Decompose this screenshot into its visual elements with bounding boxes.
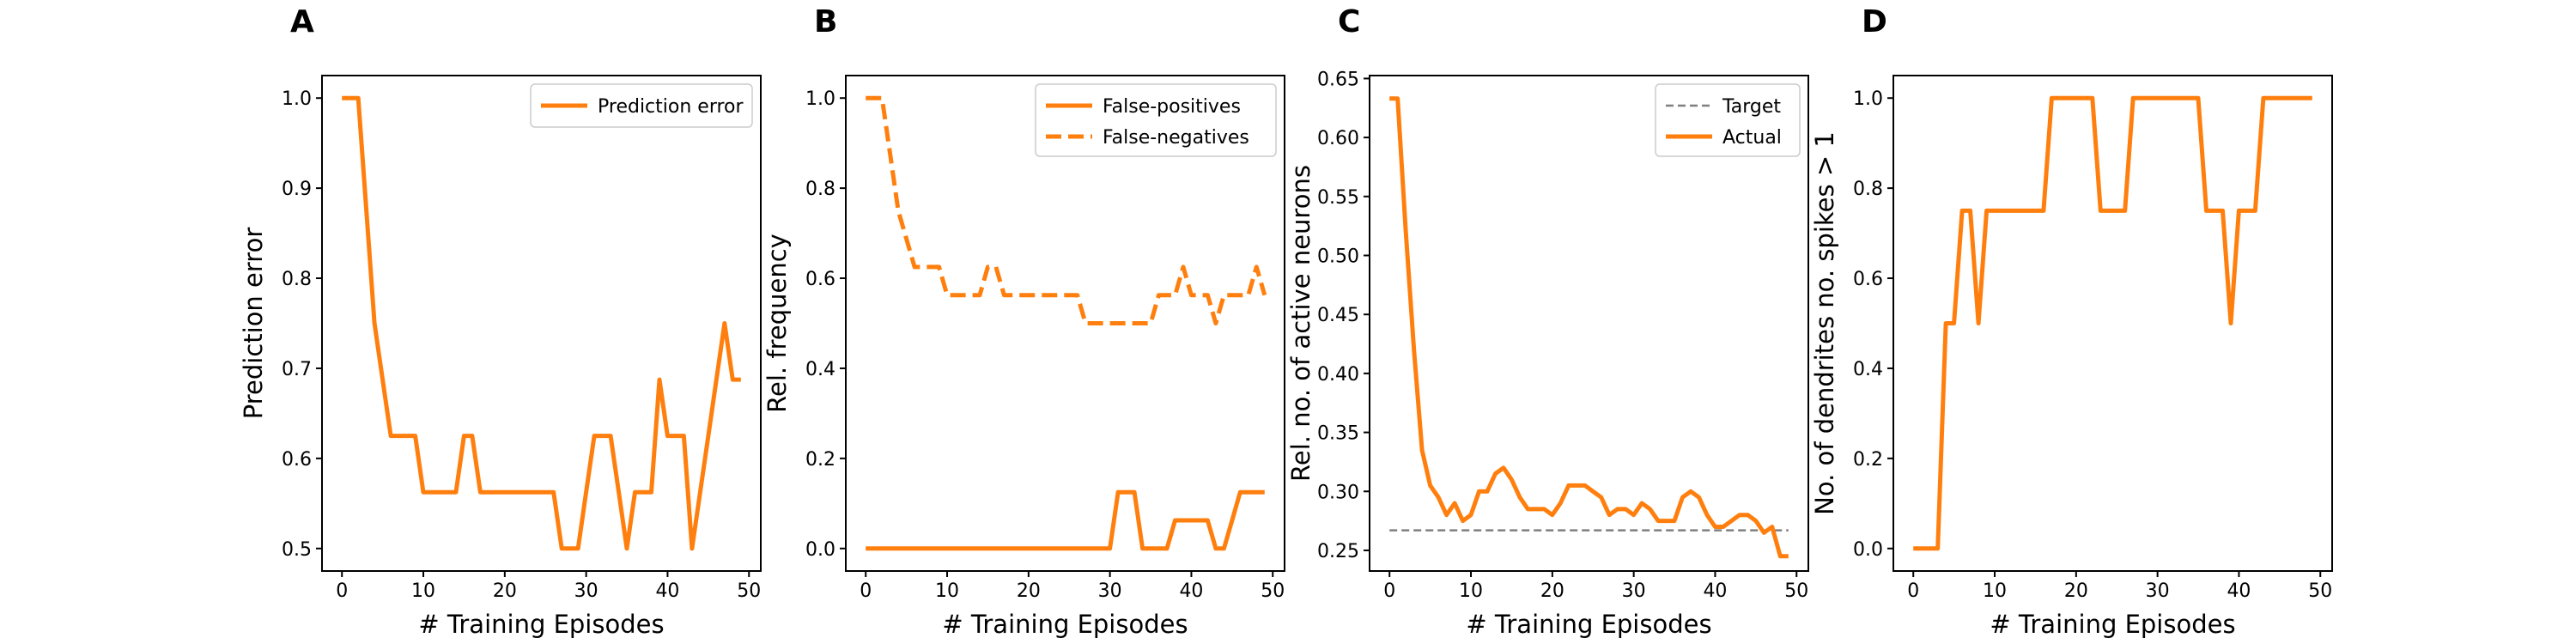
legend: False-positives False-negatives — [1035, 83, 1277, 157]
panel-b: B 0 10 20 30 40 50 0.0 0.2 0.4 0.6 0.8 1.0 # Trainin… — [762, 4, 1285, 639]
panel-letter: A — [290, 4, 314, 39]
panel-a: A 0 10 20 30 40 50 0.5 0.6 0.7 0.8 0.9 1.0 # Trainin… — [239, 4, 762, 639]
y-tick-label: 0.8 — [1853, 179, 1883, 200]
x-tick-label: 40 — [1703, 580, 1727, 602]
legend-label: Prediction error — [598, 96, 744, 118]
x-tick-label: 30 — [574, 580, 598, 602]
x-tick-label: 50 — [2308, 580, 2332, 602]
x-tick-label: 30 — [1098, 580, 1122, 602]
panel-c: C 0 10 20 30 40 50 0.25 0.30 0.35 0.40 0.45 0.50 0.5… — [1286, 4, 1809, 639]
y-tick-label: 0.65 — [1317, 69, 1359, 90]
y-tick-label: 1.0 — [282, 88, 312, 110]
x-axis-label: # Training Episodes — [1990, 610, 2235, 639]
x-tick-label: 0 — [1907, 580, 1919, 602]
x-tick-label: 10 — [1983, 580, 2007, 602]
legend-frame — [530, 83, 753, 128]
legend: Prediction error — [530, 83, 753, 128]
y-tick-label: 0.40 — [1317, 364, 1359, 386]
x-tick-label: 20 — [493, 580, 517, 602]
y-tick-label: 0.35 — [1317, 423, 1359, 445]
y-tick-label: 0.6 — [1853, 269, 1883, 290]
legend-frame — [1035, 83, 1277, 157]
y-tick-label: 0.6 — [805, 269, 835, 290]
x-tick-label: 40 — [655, 580, 679, 602]
x-tick-label: 50 — [1784, 580, 1808, 602]
y-tick-label: 1.0 — [805, 88, 835, 110]
y-tick-label: 0.4 — [1853, 359, 1883, 380]
plot-frame — [845, 75, 1285, 572]
y-tick-label: 0.6 — [282, 449, 312, 471]
x-tick-label: 10 — [1459, 580, 1483, 602]
y-axis-label: Rel. frequency — [762, 234, 792, 413]
x-tick-label: 10 — [411, 580, 435, 602]
series-line-false-negatives — [866, 95, 1267, 325]
x-tick-label: 0 — [336, 580, 348, 602]
x-tick-label: 40 — [2227, 580, 2251, 602]
y-tick-label: 0.50 — [1317, 246, 1359, 268]
plot-frame — [1893, 75, 2333, 572]
x-tick-label: 30 — [2146, 580, 2170, 602]
series-line-prediction-error — [342, 95, 741, 551]
y-tick-label: 0.60 — [1317, 128, 1359, 149]
y-tick-label: 1.0 — [1853, 88, 1883, 110]
panel-letter: B — [814, 4, 837, 39]
x-tick-label: 40 — [1179, 580, 1203, 602]
legend-label: Target — [1722, 96, 1781, 118]
plot-frame — [1369, 75, 1809, 572]
x-tick-label: 0 — [860, 580, 872, 602]
y-tick-label: 0.2 — [805, 449, 835, 471]
y-axis-label: No. of dendrites no. spikes > 1 — [1810, 131, 1839, 515]
x-axis-label: # Training Episodes — [1466, 610, 1711, 639]
plot-frame — [321, 75, 762, 572]
y-tick-label: 0.55 — [1317, 187, 1359, 209]
series-line — [1913, 95, 2312, 551]
y-tick-label: 0.5 — [282, 539, 312, 561]
y-tick-label: 0.7 — [282, 359, 312, 380]
legend-label: Actual — [1722, 127, 1782, 149]
y-tick-label: 0.30 — [1317, 482, 1359, 503]
y-axis-label: Rel. no. of active neurons — [1286, 165, 1315, 482]
y-axis-label: Prediction error — [239, 228, 268, 420]
legend-label: False-negatives — [1103, 127, 1249, 149]
x-tick-label: 50 — [737, 580, 761, 602]
y-tick-label: 0.0 — [1853, 539, 1883, 561]
y-tick-label: 0.9 — [282, 179, 312, 200]
series-line-false-positives — [866, 489, 1265, 551]
x-tick-label: 0 — [1383, 580, 1395, 602]
series-line-actual — [1389, 96, 1789, 559]
legend: Target Actual — [1655, 83, 1801, 157]
legend-label: False-positives — [1103, 96, 1241, 118]
x-tick-label: 10 — [935, 580, 959, 602]
x-tick-label: 30 — [1622, 580, 1646, 602]
x-tick-label: 20 — [1540, 580, 1564, 602]
panel-letter: D — [1862, 4, 1887, 39]
x-axis-label: # Training Episodes — [942, 610, 1188, 639]
panel-d: D 0 10 20 30 40 50 0.0 0.2 0.4 0.6 0.8 1.0 # Trainin… — [1810, 4, 2333, 639]
y-tick-label: 0.4 — [805, 359, 835, 380]
y-tick-label: 0.8 — [805, 179, 835, 200]
y-tick-label: 0.45 — [1317, 305, 1359, 326]
x-tick-label: 20 — [1017, 580, 1041, 602]
x-tick-label: 50 — [1261, 580, 1285, 602]
x-axis-label: # Training Episodes — [418, 610, 664, 639]
y-tick-label: 0.2 — [1853, 449, 1883, 471]
panel-letter: C — [1338, 4, 1360, 39]
y-tick-label: 0.0 — [805, 539, 835, 561]
y-tick-label: 0.8 — [282, 269, 312, 290]
x-tick-label: 20 — [2064, 580, 2088, 602]
y-tick-label: 0.25 — [1317, 541, 1359, 562]
